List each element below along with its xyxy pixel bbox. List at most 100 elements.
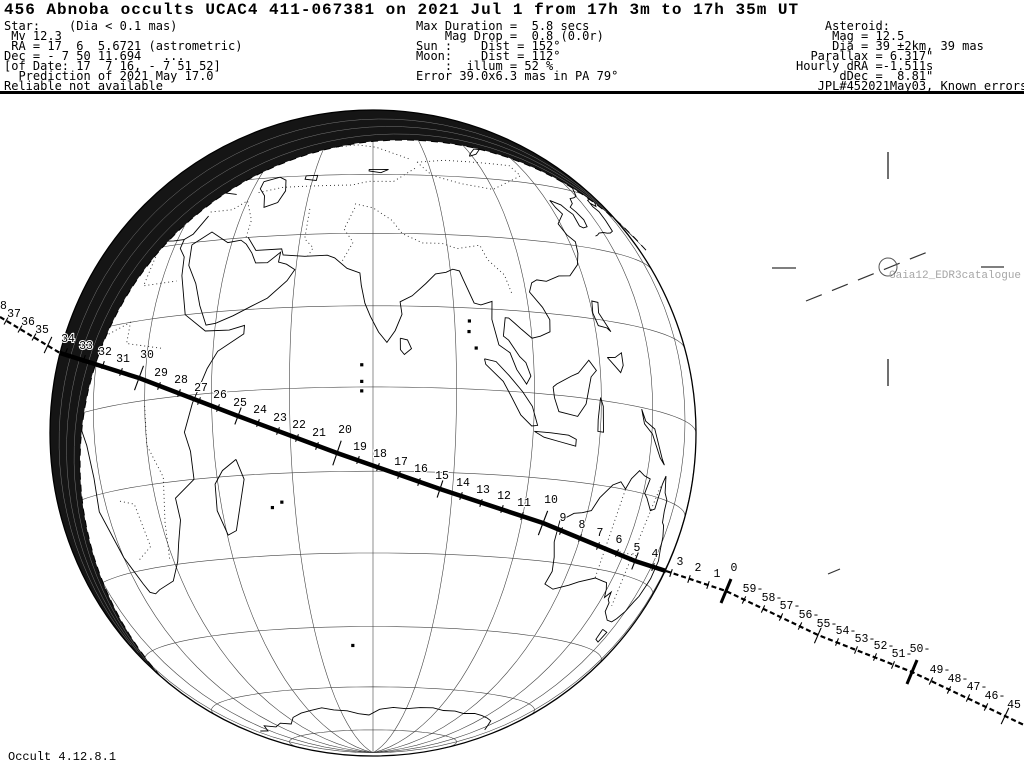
minute-tick (946, 686, 952, 694)
minute-label: 24 (253, 404, 267, 417)
minute-tick (651, 563, 655, 571)
minute-label: 26 (213, 389, 227, 402)
minute-tick (500, 505, 504, 513)
terminator-line (79, 139, 647, 677)
minute-tick (719, 578, 733, 604)
minute-tick (133, 365, 145, 391)
minute-label: 32 (98, 346, 112, 359)
minute-tick (577, 534, 583, 542)
minute-tick (43, 336, 53, 354)
minute-tick (965, 694, 971, 702)
page-title: 456 Abnoba occults UCAC4 411-067381 on 2… (4, 1, 800, 19)
minute-label: 56- (799, 609, 820, 622)
header-divider (0, 91, 1024, 94)
catalogue-label: Gaia12_EDR3catalogue (889, 270, 1022, 282)
minute-label: 19 (353, 441, 367, 454)
minute-tick (276, 427, 280, 435)
minute-label: 38 (0, 300, 7, 313)
minute-label: 30 (140, 349, 154, 362)
minute-label: 50- (910, 643, 931, 656)
minute-label: 54- (836, 625, 857, 638)
minute-tick (872, 653, 878, 661)
minute-label: 28 (174, 374, 188, 387)
minute-label: 23 (273, 412, 287, 425)
minute-tick (706, 581, 710, 589)
minute-label: 27 (194, 382, 208, 395)
minute-tick (459, 492, 463, 500)
minute-label: 0 (731, 562, 738, 575)
minute-label: 58- (762, 592, 783, 605)
minute-tick (397, 471, 401, 479)
path-shadow-track (59, 350, 667, 574)
minute-tick (332, 440, 342, 466)
minute-tick (315, 442, 319, 450)
minute-label: 47- (967, 681, 988, 694)
minute-label: 9 (560, 512, 567, 525)
minute-tick (595, 542, 601, 550)
minute-label: 17 (394, 456, 408, 469)
minute-label: 31 (116, 353, 130, 366)
minute-label: 6 (616, 534, 623, 547)
minute-tick (835, 638, 839, 646)
minute-label: 18 (373, 448, 387, 461)
minute-label: 57- (780, 600, 801, 613)
island-mark (467, 319, 471, 323)
island-mark (280, 500, 284, 504)
island-mark (467, 329, 471, 334)
version-label: Occult 4.12.8.1 (8, 750, 117, 764)
star-position-circle (878, 257, 898, 277)
minute-tick (928, 677, 934, 685)
minute-label: 55- (817, 618, 838, 631)
minute-tick (177, 389, 181, 397)
minute-tick (197, 397, 201, 405)
minute-label: 4 (652, 548, 659, 561)
minute-tick (417, 478, 421, 486)
minute-tick (436, 480, 444, 498)
minute-label: 49- (930, 664, 951, 677)
minute-label: 35 (35, 324, 49, 337)
minute-tick (741, 596, 747, 604)
island-mark (360, 363, 364, 367)
minute-tick (669, 569, 673, 577)
asteroid-info-block: Asteroid: Mag = 12.5 Dia = 39 ±2km, 39 m… (796, 19, 1024, 93)
minute-label: 21 (312, 427, 326, 440)
minute-tick (778, 613, 784, 621)
night-shade-band (50, 110, 646, 676)
minute-tick (983, 703, 989, 711)
minute-tick (890, 661, 896, 669)
minute-label: 45 (1007, 699, 1021, 712)
minute-ticks (3, 317, 1010, 725)
minute-label: 5 (634, 542, 641, 555)
minute-tick (854, 646, 858, 654)
minute-tick (356, 456, 360, 464)
minute-label: 10 (544, 494, 558, 507)
island-mark (360, 379, 364, 383)
night-shade-hatch-line (73, 133, 630, 661)
minute-label: 20 (338, 424, 352, 437)
occultation-path (0, 316, 1024, 726)
minute-tick (1000, 707, 1010, 725)
minute-labels: 3837363534333231302928272625242322212019… (0, 299, 1022, 713)
minute-label: 51- (892, 648, 913, 661)
minute-label: 14 (456, 477, 470, 490)
minute-label: 11 (517, 497, 531, 510)
minute-tick (760, 605, 766, 613)
island-mark (270, 505, 275, 510)
minute-tick (3, 317, 9, 325)
minute-label: 3 (677, 556, 684, 569)
path-left-dashed (0, 316, 61, 354)
minute-label: 29 (154, 367, 168, 380)
minute-label: 2 (695, 562, 702, 575)
minute-label: 15 (435, 470, 449, 483)
minute-label: 48- (948, 673, 969, 686)
earth-limb (49, 109, 697, 757)
minute-tick (295, 434, 299, 442)
minute-tick (119, 368, 123, 376)
minute-tick (905, 659, 919, 685)
night-shade-hatch-line (58, 118, 615, 646)
minute-label: 7 (597, 527, 604, 540)
minute-tick (216, 404, 220, 412)
minute-label: 33 (79, 340, 93, 353)
minute-tick (558, 527, 564, 535)
